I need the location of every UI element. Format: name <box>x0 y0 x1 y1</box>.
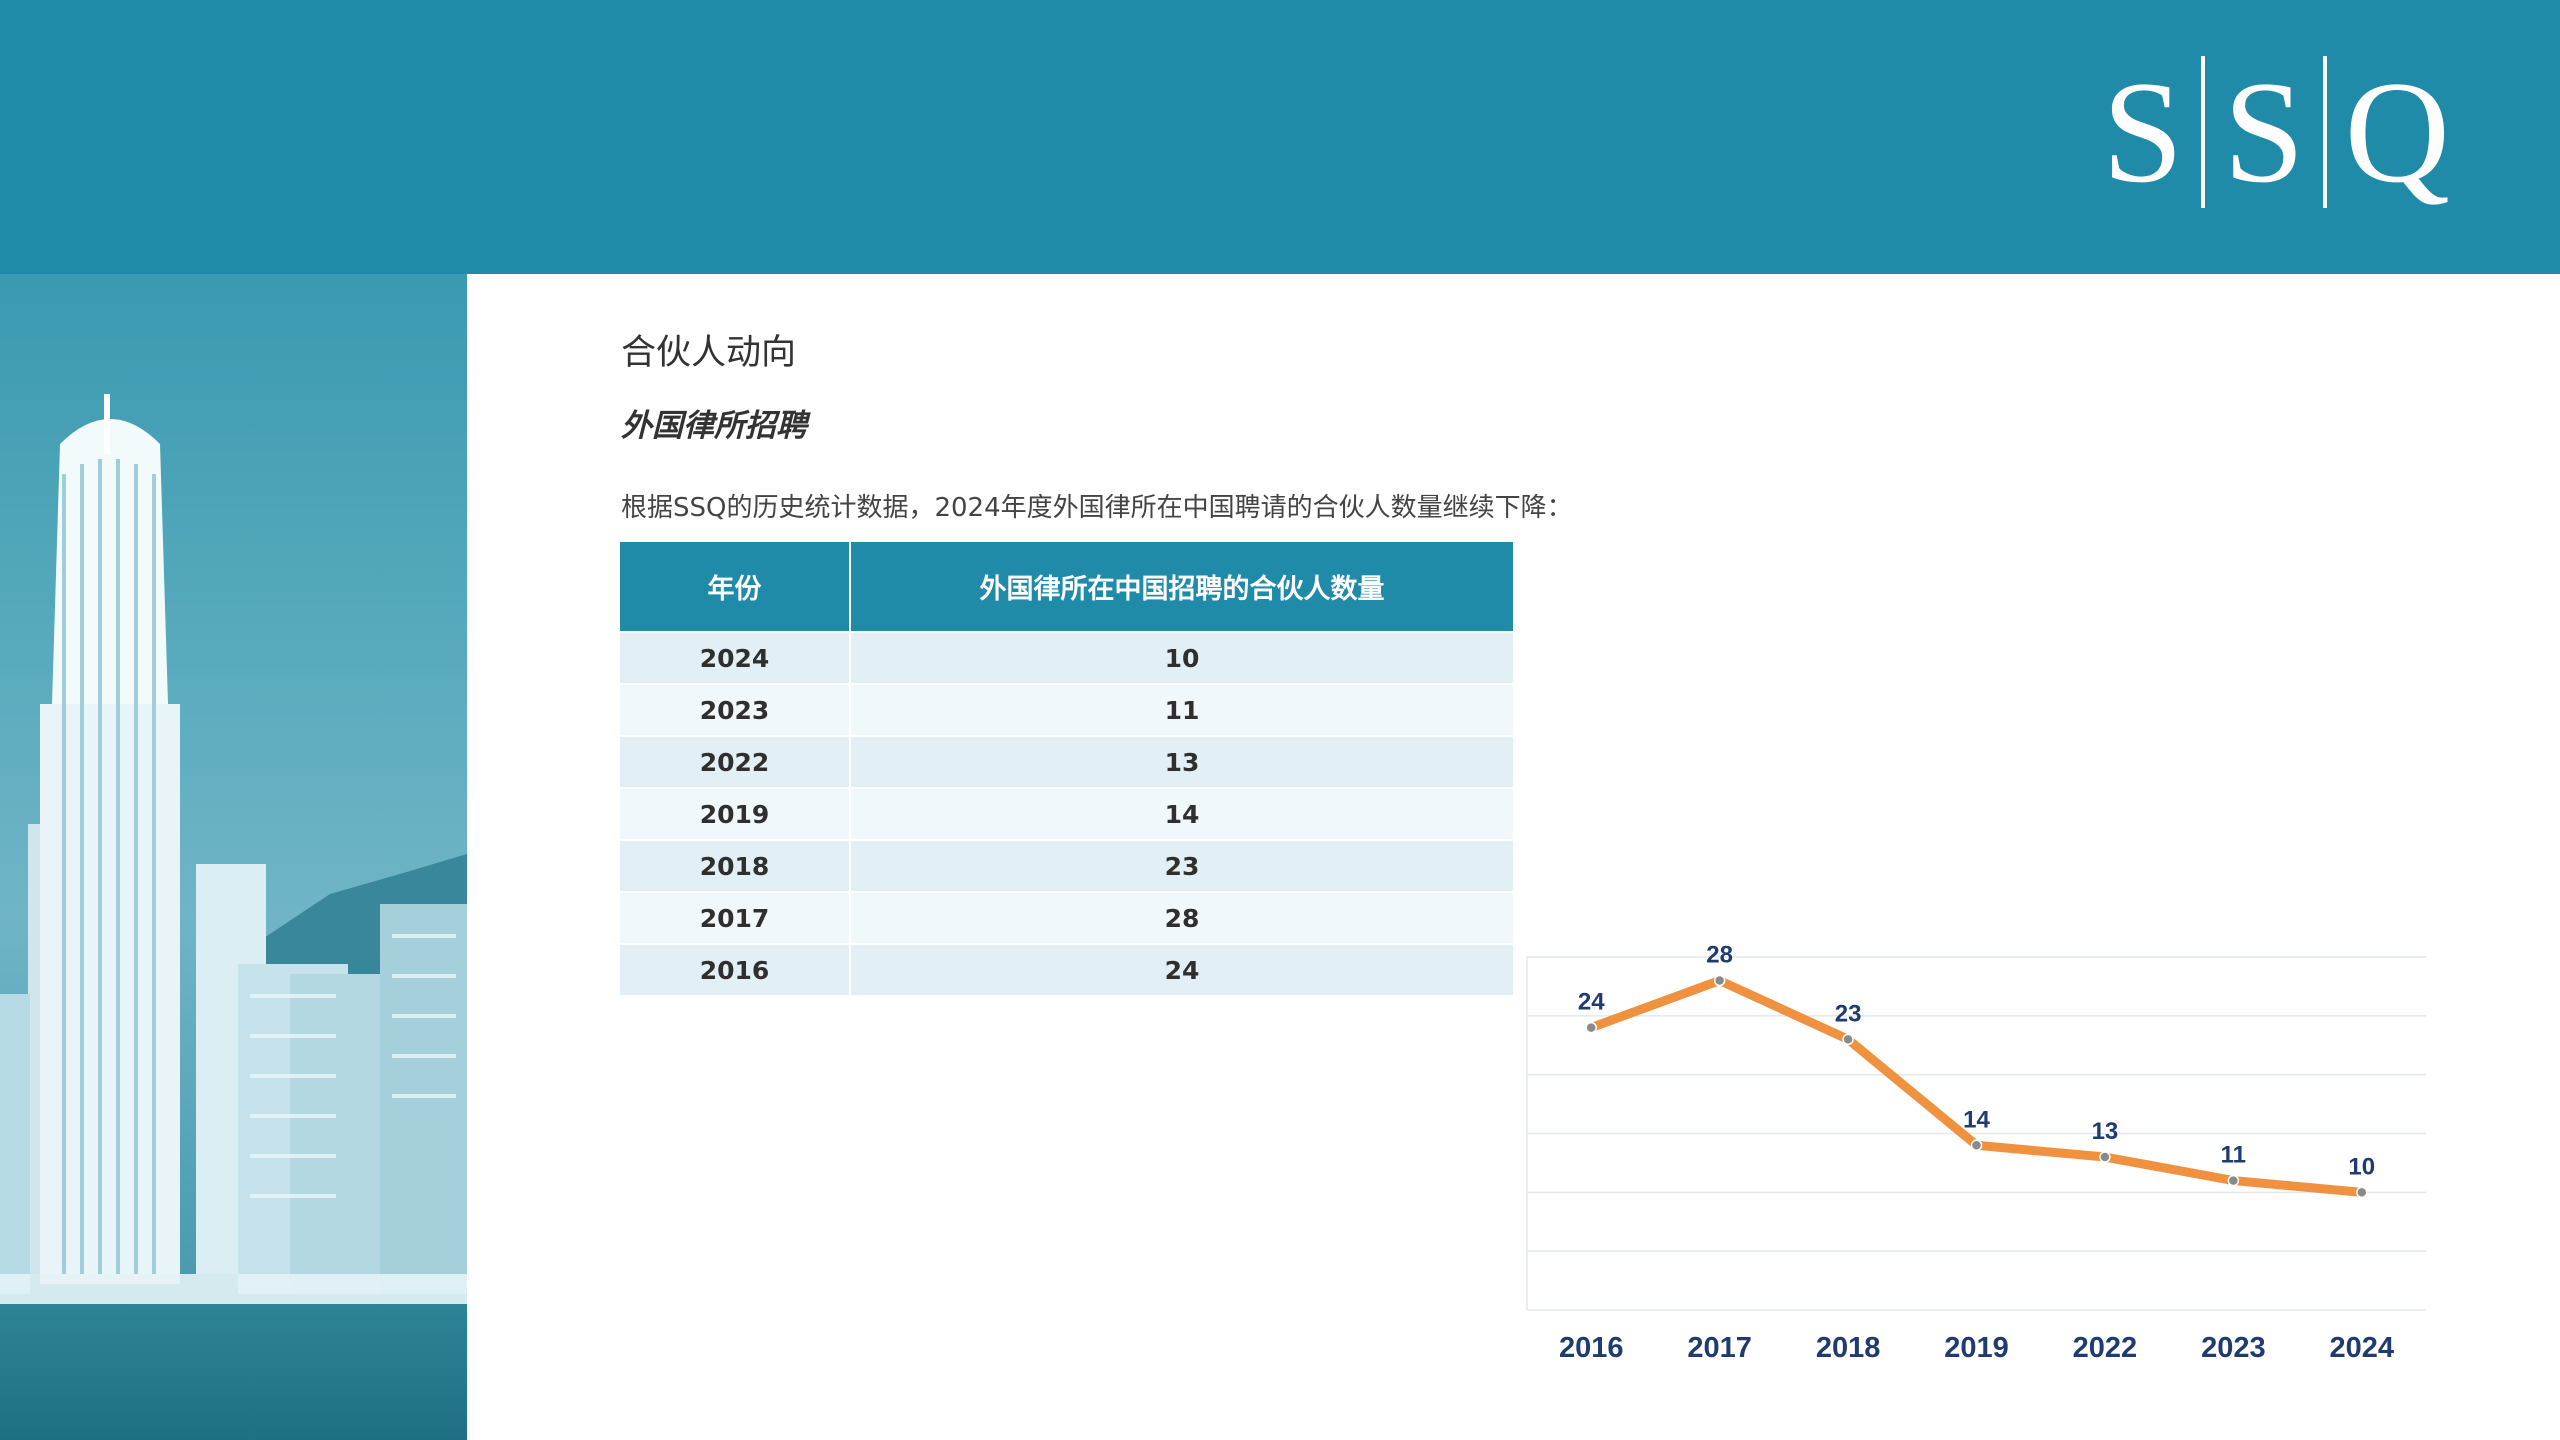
x-tick-label: 2023 <box>2201 1332 2266 1364</box>
count-cell: 28 <box>850 891 1513 944</box>
partner-trend-line-chart: 24 28 23 14 13 11 10 2016 2017 2018 2019 2022 2023 20… <box>1526 942 2426 1364</box>
partner-hiring-table: 年份 外国律所在中国招聘的合伙人数量 2024 10 2023 11 2022 … <box>620 542 1513 995</box>
count-cell: 14 <box>850 787 1513 840</box>
count-cell: 24 <box>850 943 1513 995</box>
table-row: 2017 28 <box>620 891 1513 944</box>
count-cell: 13 <box>850 735 1513 788</box>
data-label: 11 <box>2221 1142 2246 1169</box>
count-cell: 11 <box>850 683 1513 736</box>
section-heading: 合伙人动向 <box>621 333 797 373</box>
table-row: 2019 14 <box>620 787 1513 840</box>
x-tick-label: 2019 <box>1944 1332 2009 1364</box>
table-row: 2018 23 <box>620 839 1513 892</box>
year-cell: 2016 <box>620 943 851 995</box>
x-tick-label: 2024 <box>2330 1332 2395 1364</box>
skyline-photo <box>0 274 467 1440</box>
logo-divider <box>2201 56 2206 208</box>
logo-letter: S <box>2102 51 2184 213</box>
data-point <box>1585 1021 1597 1034</box>
x-tick-label: 2016 <box>1559 1332 1624 1364</box>
top-banner: S S Q <box>0 0 2560 274</box>
year-cell: 2023 <box>620 683 851 736</box>
logo-divider <box>2322 56 2327 208</box>
data-label: 28 <box>1706 942 1733 969</box>
x-tick-label: 2022 <box>2073 1332 2138 1364</box>
data-point <box>2099 1151 2111 1163</box>
year-cell: 2022 <box>620 735 851 788</box>
table-header-row: 年份 外国律所在中国招聘的合伙人数量 <box>620 542 1513 632</box>
series-line <box>1586 976 2367 1197</box>
data-label: 24 <box>1578 989 1605 1016</box>
data-label: 14 <box>1963 1106 1990 1133</box>
table-row: 2016 24 <box>620 943 1513 995</box>
data-label: 10 <box>2348 1153 2375 1180</box>
count-cell: 23 <box>850 839 1513 892</box>
logo-letter: Q <box>2344 51 2450 213</box>
data-point <box>2227 1174 2240 1187</box>
table-row: 2023 11 <box>620 683 1513 736</box>
table-row: 2022 13 <box>620 735 1513 788</box>
ssq-logo: S S Q <box>2084 52 2468 212</box>
data-point <box>1842 1033 1854 1046</box>
column-header-year: 年份 <box>620 542 851 632</box>
count-cell: 10 <box>850 631 1513 684</box>
section-subheading: 外国律所招聘 <box>621 408 807 444</box>
column-header-count: 外国律所在中国招聘的合伙人数量 <box>850 542 1513 632</box>
data-label: 23 <box>1835 1000 1862 1027</box>
year-cell: 2017 <box>620 891 851 944</box>
table-row: 2024 10 <box>620 631 1513 684</box>
year-cell: 2024 <box>620 631 851 684</box>
skyline-illustration <box>0 274 467 1440</box>
x-tick-label: 2018 <box>1816 1332 1881 1364</box>
year-cell: 2019 <box>620 787 851 840</box>
data-label: 13 <box>2092 1118 2119 1145</box>
data-point <box>2356 1186 2368 1199</box>
data-point <box>1713 974 1726 987</box>
intro-text: 根据SSQ的历史统计数据，2024年度外国律所在中国聘请的合伙人数量继续下降： <box>621 493 1573 523</box>
year-cell: 2018 <box>620 839 851 892</box>
data-point <box>1970 1139 1983 1152</box>
x-tick-label: 2017 <box>1687 1332 1752 1364</box>
logo-letter: S <box>2223 51 2305 213</box>
